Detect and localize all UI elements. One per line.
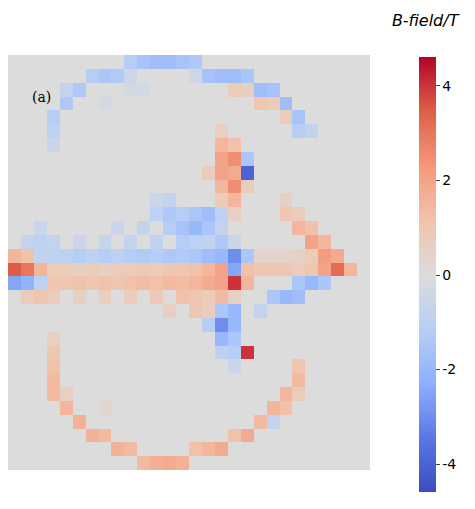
svg-text:-4: -4: [442, 456, 456, 472]
svg-text:4: 4: [442, 78, 451, 94]
svg-text:-2: -2: [442, 361, 456, 377]
svg-text:(a): (a): [32, 89, 51, 105]
svg-text:B-field/T: B-field/T: [392, 11, 460, 30]
svg-text:0: 0: [442, 267, 451, 283]
svg-text:2: 2: [442, 172, 451, 188]
